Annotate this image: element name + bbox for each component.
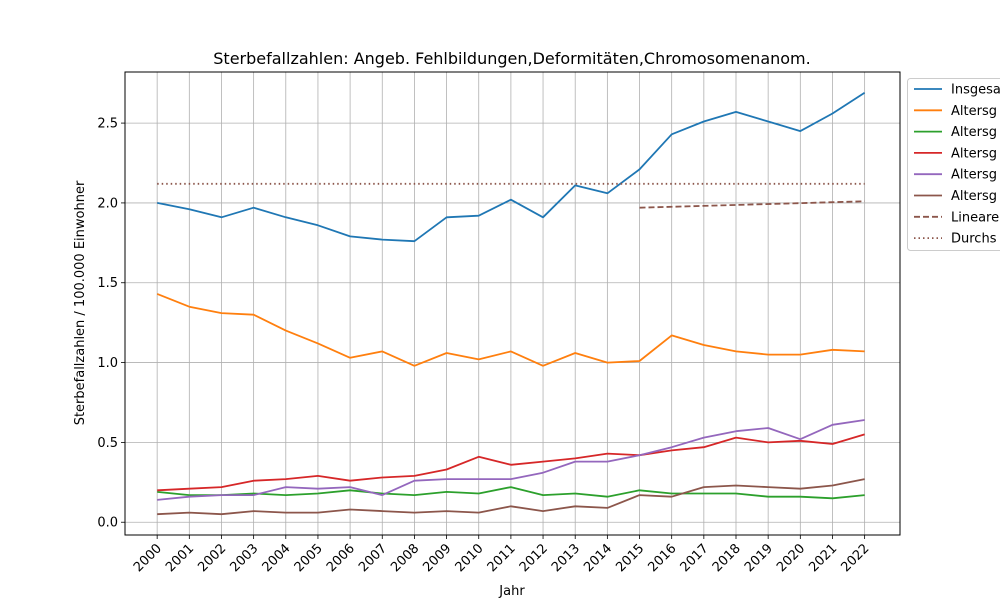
plot-lines (156, 92, 866, 516)
legend-label: Insgesa (951, 83, 1000, 98)
legend: Insgesa Altersg Altersg Altersg Altersg Alter… (907, 78, 1000, 251)
series-line (157, 486, 865, 500)
y-tick-label: 0.0 (97, 516, 118, 531)
legend-label: Altersg (951, 125, 997, 140)
series-line (156, 293, 865, 367)
series-line (157, 478, 865, 516)
legend-label: Altersg (951, 168, 997, 183)
series-line (157, 419, 865, 501)
y-tick-label: 0.5 (97, 436, 118, 451)
x-axis-label: Jahr (498, 584, 525, 599)
y-tick-label: 2.0 (97, 196, 118, 211)
legend-label: Durchs (951, 232, 997, 247)
series-line (639, 200, 865, 209)
y-tick-label: 1.5 (97, 276, 118, 291)
legend-label: Altersg (951, 104, 997, 119)
y-tick-label: 2.5 (97, 117, 118, 132)
y-tick-label: 1.0 (97, 356, 118, 371)
y-axis-label: Sterbefallzahlen / 100.000 Einwohner (73, 180, 88, 425)
legend-label: Altersg (951, 189, 997, 204)
series-line (157, 92, 866, 243)
chart-title: Sterbefallzahlen: Angeb. Fehlbildungen,D… (213, 49, 810, 68)
legend-frame (907, 78, 1000, 251)
legend-label: Lineare (951, 210, 999, 225)
legend-label: Altersg (951, 146, 997, 161)
series-line (157, 433, 865, 492)
y-axis: 0.0 0.5 1.0 1.5 2.0 2.5 (97, 117, 125, 531)
plot-frame (124, 71, 901, 536)
